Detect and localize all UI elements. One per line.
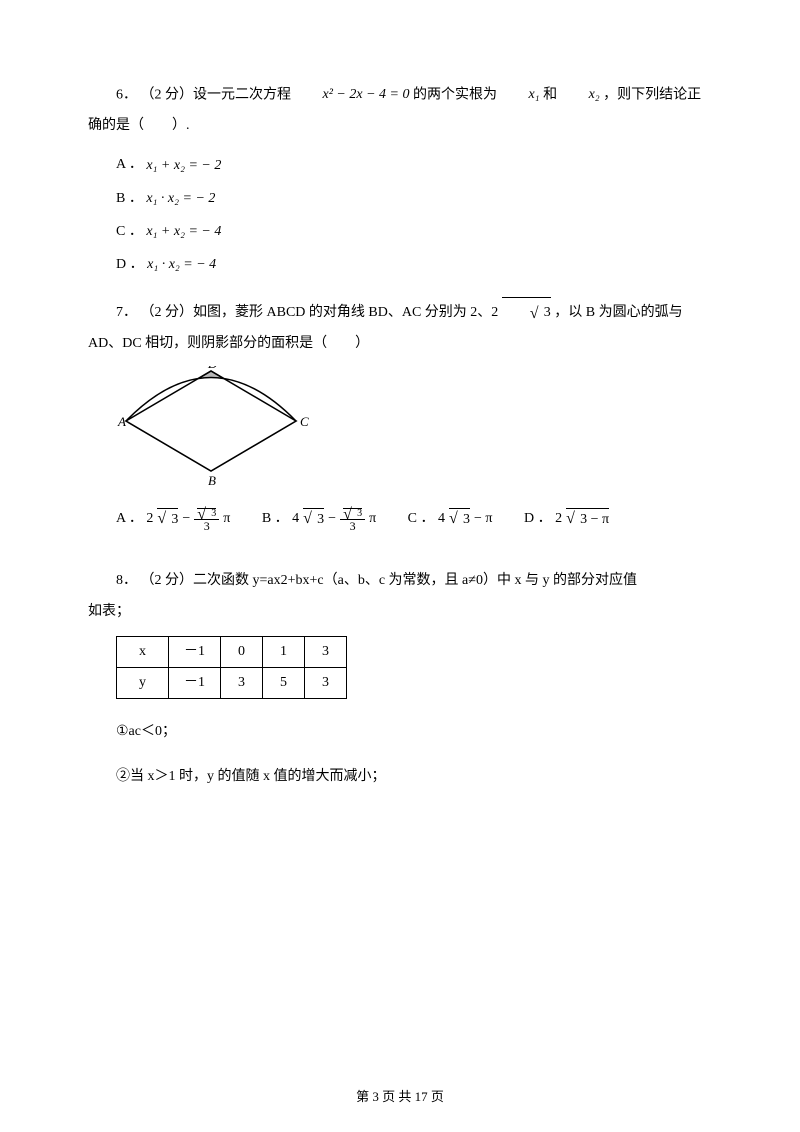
page-footer: 第 3 页 共 17 页	[0, 1087, 800, 1108]
q8-statement-1: ①ac＜0；	[88, 717, 712, 748]
q8-text: 8． （2 分）二次函数 y=ax2+bx+c（a、b、c 为常数，且 a≠0）…	[88, 566, 712, 597]
fraction: 33	[340, 506, 365, 532]
question-8: 8． （2 分）二次函数 y=ax2+bx+c（a、b、c 为常数，且 a≠0）…	[88, 566, 712, 793]
q6-tail: ，则下列结论正	[603, 88, 701, 103]
sqrt-icon: 3	[449, 508, 470, 530]
q6-lead: 设一元二次方程	[193, 88, 291, 103]
q6-line2: 确的是（ ）.	[88, 111, 712, 142]
rhombus-diagram: A B C D	[116, 366, 316, 486]
q6-x1: x₁	[500, 80, 539, 111]
svg-text:B: B	[208, 473, 216, 486]
table-cell: 1	[263, 636, 305, 667]
q7-option-a: A ． 2 3 − 33 π	[116, 506, 230, 532]
table-cell: 3	[221, 667, 263, 698]
sqrt-icon: 3	[502, 297, 551, 329]
svg-text:D: D	[207, 366, 218, 371]
q7-num: 7	[116, 305, 123, 320]
table-cell: －1	[169, 667, 221, 698]
q6-mid: 的两个实根为	[413, 88, 497, 103]
table-cell: y	[117, 667, 169, 698]
table-cell: 5	[263, 667, 305, 698]
q8-line2: 如表；	[88, 597, 712, 628]
q8-statement-2: ②当 x＞1 时，y 的值随 x 值的增大而减小；	[88, 762, 712, 793]
sqrt-icon: 3	[303, 508, 324, 530]
q6-text: 6． （2 分）设一元二次方程 x² − 2x − 4 = 0 的两个实根为 x…	[88, 80, 712, 111]
sqrt-icon: 3	[157, 508, 178, 530]
question-6: 6． （2 分）设一元二次方程 x² − 2x − 4 = 0 的两个实根为 x…	[88, 80, 712, 275]
q6-and: 和	[543, 88, 557, 103]
q6-option-a: A ． x₁ + x₂ = − 2	[116, 154, 712, 175]
q6-option-d: D ． x₁ · x₂ = − 4	[116, 254, 712, 275]
table-cell: 3	[305, 667, 347, 698]
question-7: 7． （2 分）如图，菱形 ABCD 的对角线 BD、AC 分别为 2、2 3 …	[88, 297, 712, 544]
q7-text: 7． （2 分）如图，菱形 ABCD 的对角线 BD、AC 分别为 2、2 3 …	[88, 297, 712, 329]
q8-num: 8	[116, 573, 123, 588]
q7-line2: AD、DC 相切，则阴影部分的面积是（ ）	[88, 329, 712, 360]
fraction: 33	[194, 506, 219, 532]
q7-points: 2 分	[155, 305, 180, 320]
xy-table: x－1013y－1353	[116, 636, 347, 700]
q6-num: 6	[116, 88, 123, 103]
q6-option-b: B ． x₁ · x₂ = − 2	[116, 188, 712, 209]
table-cell: 0	[221, 636, 263, 667]
q8-points: 2 分	[155, 573, 180, 588]
q6-points: 2 分	[155, 88, 180, 103]
table-cell: 3	[305, 636, 347, 667]
svg-text:A: A	[117, 414, 126, 429]
sqrt-icon: 3 − π	[566, 508, 609, 530]
svg-text:C: C	[300, 414, 309, 429]
q6-equation: x² − 2x − 4 = 0	[295, 80, 410, 111]
table-cell: －1	[169, 636, 221, 667]
q7-option-b: B ． 4 3 − 33 π	[262, 506, 376, 532]
q7-option-c: C ． 4 3 − π	[408, 508, 493, 530]
table-cell: x	[117, 636, 169, 667]
q6-option-c: C ． x₁ + x₂ = − 4	[116, 221, 712, 242]
q6-x2: x₂	[561, 80, 600, 111]
q7-option-d: D ． 2 3 − π	[524, 508, 609, 530]
